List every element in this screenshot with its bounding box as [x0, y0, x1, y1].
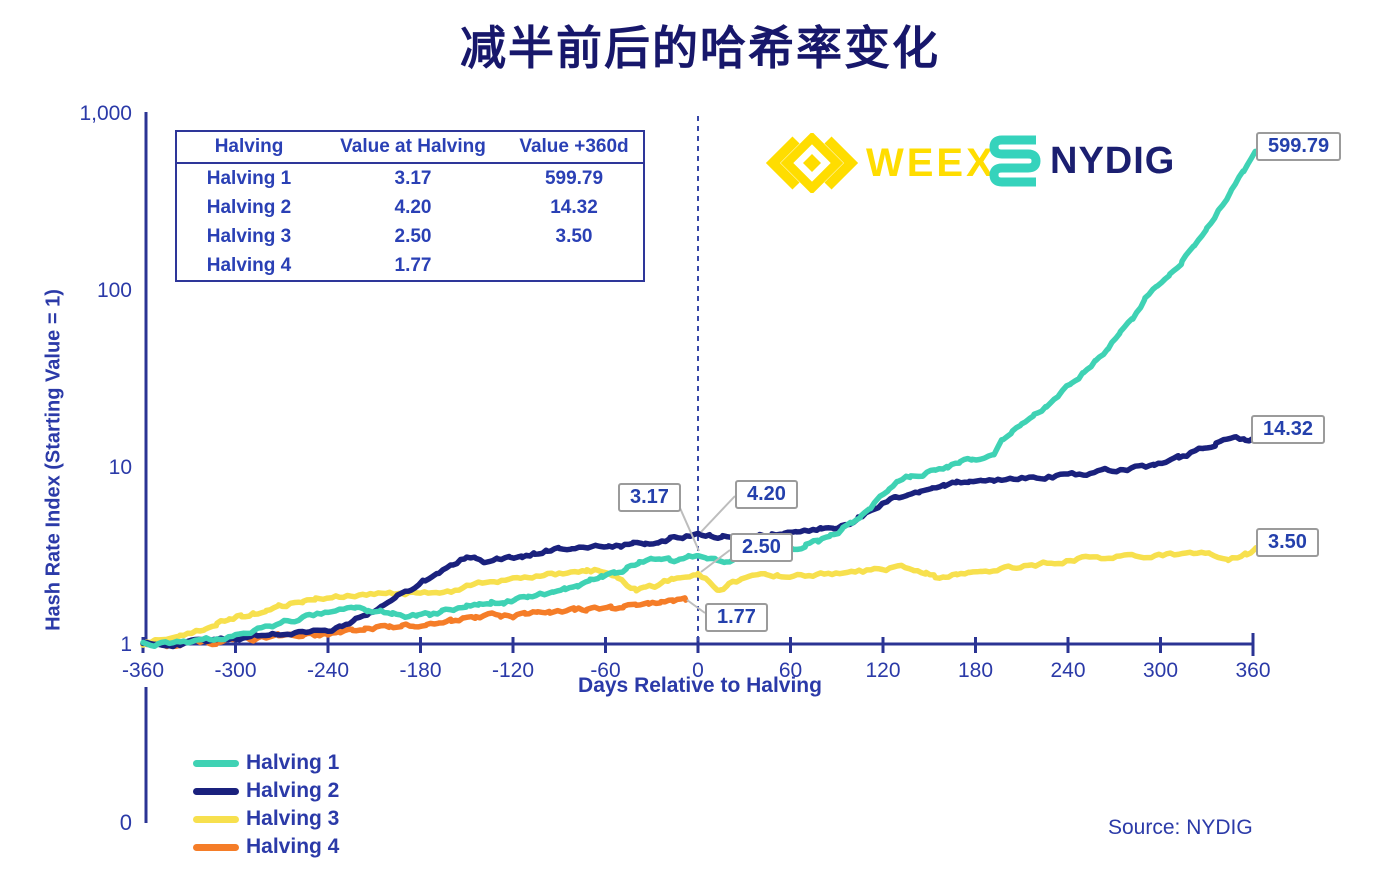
y-tick-label: 10: [109, 456, 132, 479]
page-title: 减半前后的哈希率变化: [460, 22, 940, 74]
callout-connector: [700, 495, 736, 533]
value-callout-h4-at-halving: 1.77: [705, 603, 768, 632]
halving-summary-table: Halving Value at Halving Value +360d Hal…: [175, 130, 645, 282]
table-row: Halving 4 1.77: [176, 251, 644, 281]
x-tick-label: -120: [492, 659, 534, 682]
table-row: Halving 2 4.20 14.32: [176, 193, 644, 222]
x-tick-label: 240: [1050, 659, 1085, 682]
x-tick-label: -180: [399, 659, 441, 682]
table-cell: 1.77: [394, 254, 432, 276]
series-line-halving-2: [140, 434, 1259, 650]
x-axis-title: Days Relative to Halving: [578, 674, 822, 697]
x-tick-label: 180: [958, 659, 993, 682]
table-header-value-plus-360d: Value +360d: [505, 131, 644, 164]
x-tick-label: 0: [692, 659, 704, 682]
legend-item-halving-1: Halving 1: [193, 749, 339, 777]
x-tick-label: -300: [214, 659, 256, 682]
legend-swatch-icon: [193, 815, 239, 823]
legend-label: Halving 1: [246, 751, 340, 774]
y-tick-label: 1,000: [79, 102, 132, 125]
table-cell: 4.20: [394, 196, 432, 218]
x-tick-label: 300: [1143, 659, 1178, 682]
value-callout-h1-at-halving: 3.17: [618, 483, 681, 512]
source-note: Source: NYDIG: [1108, 816, 1253, 839]
table-cell: 599.79: [544, 167, 604, 189]
table-header-halving: Halving: [176, 131, 321, 164]
x-tick-label: -60: [590, 659, 620, 682]
legend: Halving 1 Halving 2 Halving 3 Halving 4: [193, 749, 339, 861]
table-cell: 3.50: [555, 225, 593, 247]
y-axis-title: Hash Rate Index (Starting Value = 1): [42, 289, 65, 631]
table-header-value-at-halving: Value at Halving: [321, 131, 505, 164]
nydig-logo: NYDIG: [986, 130, 1175, 192]
callout-connector: [686, 599, 706, 614]
x-tick-label: 60: [779, 659, 802, 682]
nydig-mark-icon: [989, 135, 1041, 187]
x-tick-label: -240: [307, 659, 349, 682]
table-cell: 14.32: [550, 196, 598, 218]
legend-label: Halving 3: [246, 807, 340, 830]
legend-item-halving-3: Halving 3: [193, 805, 339, 833]
value-callout-h2-at-halving: 4.20: [735, 480, 798, 509]
table-cell: Halving 1: [206, 167, 292, 189]
y-axis-zero-label: 0: [120, 810, 132, 835]
y-tick-label: 100: [97, 279, 132, 302]
table-row: Halving 3 2.50 3.50: [176, 222, 644, 251]
legend-swatch-icon: [193, 787, 239, 795]
legend-swatch-icon: [193, 843, 239, 851]
legend-item-halving-4: Halving 4: [193, 833, 339, 861]
table-header-row: Halving Value at Halving Value +360d: [176, 131, 644, 164]
table-cell: 3.17: [394, 167, 432, 189]
legend-label: Halving 4: [246, 835, 340, 858]
weex-diamond-icon: [766, 133, 858, 193]
legend-item-halving-2: Halving 2: [193, 777, 339, 805]
table-cell: 2.50: [394, 225, 432, 247]
value-callout-h1-end: 599.79: [1256, 132, 1342, 161]
table-cell: Halving 3: [206, 225, 292, 247]
y-tick-label: 1: [120, 633, 132, 656]
legend-swatch-icon: [193, 759, 239, 767]
callout-connector: [700, 549, 731, 573]
table-cell: Halving 2: [206, 196, 292, 218]
value-callout-h2-end: 14.32: [1251, 415, 1326, 444]
x-tick-label: 360: [1235, 659, 1270, 682]
nydig-logo-text: NYDIG: [1050, 139, 1176, 182]
series-line-halving-3: [140, 544, 1259, 648]
table-row: Halving 1 3.17 599.79: [176, 163, 644, 193]
x-tick-label: -360: [122, 659, 164, 682]
table-cell: Halving 4: [206, 254, 292, 276]
value-callout-h3-at-halving: 2.50: [730, 533, 793, 562]
weex-logo-text: WEEX: [866, 140, 996, 185]
value-callout-h3-end: 3.50: [1256, 528, 1319, 557]
table-cell: [505, 251, 644, 281]
x-tick-label: 120: [865, 659, 900, 682]
legend-label: Halving 2: [246, 779, 340, 802]
weex-logo: WEEX: [766, 133, 996, 193]
